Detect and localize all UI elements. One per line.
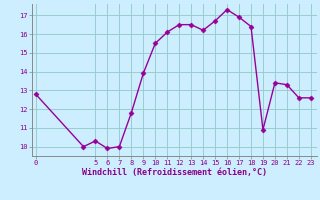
X-axis label: Windchill (Refroidissement éolien,°C): Windchill (Refroidissement éolien,°C): [82, 168, 267, 177]
